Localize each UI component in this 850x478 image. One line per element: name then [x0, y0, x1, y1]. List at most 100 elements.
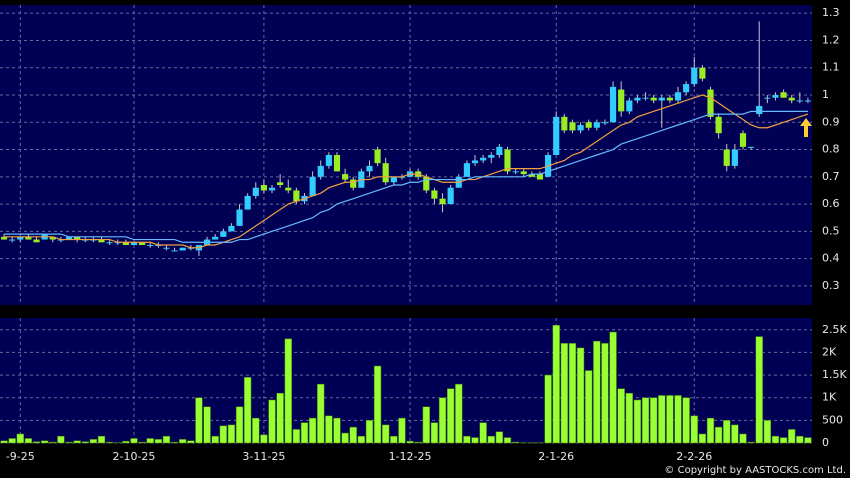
candle-body	[431, 190, 438, 199]
candle-body	[260, 185, 267, 191]
volume-bar	[544, 374, 552, 444]
volume-bar	[804, 437, 812, 444]
candle-body	[236, 209, 243, 226]
volume-bar	[560, 343, 569, 444]
candle-body	[593, 122, 600, 128]
volume-bar	[788, 429, 796, 444]
candle-body	[504, 149, 511, 172]
volume-bar	[714, 426, 723, 444]
candle-body	[147, 245, 154, 246]
candle-body	[350, 179, 357, 188]
volume-bar	[755, 336, 763, 444]
y-tick-label: 0.7	[822, 170, 840, 183]
candle-body	[25, 236, 32, 240]
volume-bar	[276, 392, 284, 444]
volume-bar	[658, 395, 666, 444]
candle-body	[577, 125, 584, 131]
candle-body	[609, 86, 617, 123]
x-tick-label: 3-11-25	[242, 450, 285, 463]
y-tick-label: 0.3	[822, 279, 840, 292]
candle-body	[9, 239, 16, 241]
x-tick-label: -9-25	[6, 450, 35, 463]
y-tick-label: 500	[822, 413, 843, 426]
candle-body	[561, 116, 568, 131]
candle-body	[512, 171, 519, 173]
volume-bar	[292, 429, 301, 444]
candle-body	[333, 155, 341, 172]
candle-body	[463, 163, 470, 177]
marks: 0.3 0.4 0.5 0.6 0.7 0.8 0.9 1 1.1 1.2 1.3 0 500 1K 1.5…	[0, 5, 847, 463]
y-tick-label: 2K	[822, 345, 837, 358]
candle-body	[626, 100, 633, 112]
volume-bar	[300, 422, 309, 444]
candle-body	[536, 174, 544, 180]
y-tick-label: 0.4	[822, 252, 840, 265]
y-tick-label: 1.3	[822, 6, 840, 19]
volume-bar	[617, 388, 625, 444]
candle-body	[739, 133, 747, 147]
volume-bar	[438, 397, 447, 444]
volume-bar	[0, 440, 8, 444]
y-tick-label: 0.8	[822, 143, 840, 156]
volume-bar	[203, 406, 211, 444]
volume-bar	[576, 347, 585, 444]
candle-body	[601, 122, 609, 124]
volume-bar	[24, 438, 33, 444]
volume-bar	[357, 435, 366, 444]
volume-bar	[154, 439, 163, 444]
candle-body	[715, 116, 722, 134]
volume-bar	[446, 388, 455, 444]
volume-bar	[495, 431, 504, 444]
y-tick-label: 0.9	[822, 115, 840, 128]
y-tick-label: 1.2	[822, 33, 840, 46]
candle-body	[488, 155, 495, 158]
candle-body	[33, 239, 40, 243]
volume-bar	[682, 397, 690, 444]
candle-body	[756, 105, 763, 115]
volume-bar	[382, 424, 390, 444]
volume-bar	[601, 343, 609, 444]
volume-bar	[57, 435, 65, 444]
candle-body	[366, 165, 373, 172]
candle-body	[98, 239, 105, 243]
candle-body	[585, 122, 592, 128]
candle-body	[691, 67, 698, 85]
volume-bar	[170, 441, 179, 444]
volume-plot-area	[0, 318, 812, 443]
x-tick-label: 2-1-26	[538, 450, 574, 463]
volume-bar	[771, 435, 780, 444]
volume-bar	[260, 434, 268, 444]
candle-body	[642, 97, 649, 99]
volume-bar	[633, 399, 642, 444]
candle-body	[772, 95, 779, 98]
y-tick-label: 1	[822, 88, 829, 101]
candle-body	[666, 97, 673, 101]
candle-body	[293, 190, 300, 202]
volume-bar	[333, 417, 341, 444]
candle-body	[634, 97, 641, 101]
volume-bar	[105, 441, 114, 444]
volume-bar	[422, 406, 430, 444]
volume-bar	[609, 331, 617, 444]
candle-body	[252, 187, 259, 196]
volume-bar	[463, 435, 471, 444]
volume-bar	[179, 439, 187, 444]
candle-body	[285, 187, 292, 191]
volume-bar	[747, 441, 755, 444]
volume-bar	[739, 433, 747, 444]
y-tick-label: 2.5K	[822, 323, 847, 336]
candle-body	[471, 160, 479, 164]
candle-body	[342, 174, 349, 180]
y-tick-label: 0.6	[822, 197, 840, 210]
candle-body	[496, 146, 503, 155]
volume-bar	[585, 370, 593, 444]
x-tick-label: 2-10-25	[113, 450, 156, 463]
volume-bar	[65, 441, 73, 444]
candle-body	[723, 149, 730, 166]
volume-bar	[723, 420, 731, 444]
candle-body	[106, 242, 113, 244]
volume-bar	[308, 417, 317, 444]
volume-bar	[130, 438, 138, 444]
candle-body	[569, 122, 576, 131]
volume-bar	[455, 383, 463, 444]
